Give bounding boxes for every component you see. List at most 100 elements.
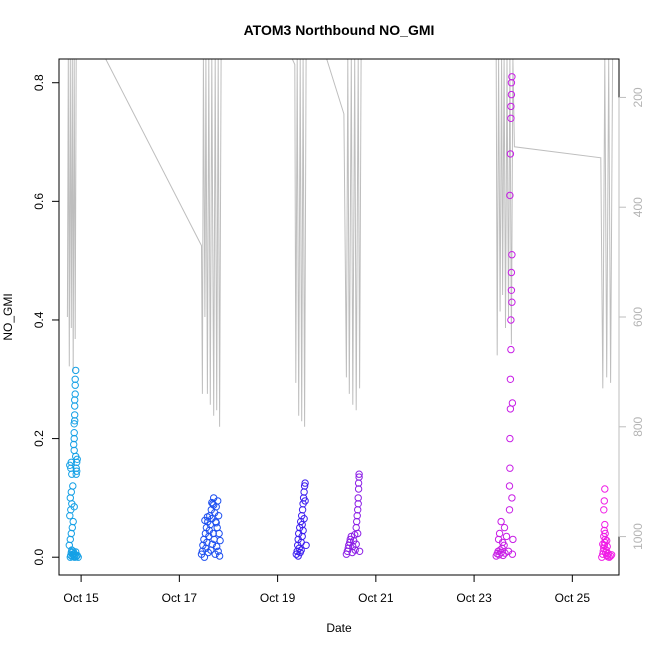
data-point — [601, 485, 609, 493]
data-point — [508, 251, 516, 259]
data-point — [70, 429, 78, 437]
data-point — [509, 535, 517, 544]
data-point — [506, 434, 514, 443]
data-point — [506, 375, 515, 383]
data-point — [354, 500, 362, 508]
data-point — [66, 535, 75, 544]
data-point — [69, 482, 77, 490]
data-point — [347, 532, 355, 541]
data-point — [601, 529, 609, 538]
data-point — [203, 513, 212, 521]
data-point — [506, 150, 515, 158]
data-point — [300, 482, 309, 490]
secondary-y-axis: 200 400 600 800 1000 — [618, 87, 645, 550]
data-point — [70, 420, 78, 428]
data-point — [600, 506, 608, 514]
secondary-series-line — [66, 59, 614, 427]
y-tick-label: 0.2 — [32, 430, 46, 447]
data-point — [354, 529, 362, 538]
data-point — [67, 529, 76, 538]
data-point — [72, 366, 80, 375]
y-tick-label: 0.4 — [32, 311, 46, 328]
data-point — [70, 503, 78, 511]
data-point — [204, 548, 213, 557]
data-point — [505, 482, 514, 490]
data-point — [215, 529, 223, 538]
data-point — [68, 523, 77, 532]
y-axis-label: NO_GMI — [1, 293, 15, 340]
data-point — [505, 506, 514, 514]
data-point — [507, 268, 516, 277]
data-point — [354, 494, 362, 502]
data-point — [507, 345, 515, 354]
data-point — [508, 399, 517, 407]
x-tick-label: Oct 17 — [162, 591, 198, 605]
data-point — [346, 535, 354, 544]
data-point — [501, 549, 509, 557]
x-axis: Oct 15 Oct 17 Oct 19 Oct 21 Oct 23 Oct 25 — [63, 574, 590, 605]
data-point — [71, 390, 79, 398]
data-point — [606, 552, 615, 560]
data-point — [213, 542, 221, 551]
data-point — [301, 497, 309, 505]
secondary-y-tick-label: 800 — [631, 416, 645, 436]
data-point — [355, 473, 363, 481]
data-point — [355, 470, 363, 478]
data-point — [508, 298, 516, 306]
data-point — [66, 512, 74, 520]
data-point — [292, 550, 300, 558]
data-point — [604, 549, 612, 558]
data-point — [497, 517, 505, 526]
data-point — [66, 461, 74, 469]
secondary-y-tick-label: 400 — [631, 197, 645, 217]
data-point — [70, 434, 78, 443]
data-point — [294, 552, 302, 560]
data-point — [508, 73, 516, 81]
x-tick-label: Oct 15 — [63, 591, 99, 605]
plot-area-frame — [58, 58, 620, 576]
data-point — [210, 501, 218, 509]
data-point — [214, 547, 222, 555]
data-point — [66, 494, 75, 502]
data-point — [502, 532, 511, 541]
y-tick-label: 0.0 — [32, 549, 46, 566]
secondary-y-tick-label: 1000 — [631, 523, 645, 550]
data-point — [352, 540, 360, 548]
data-point — [74, 553, 82, 561]
data-point — [302, 541, 310, 549]
data-point — [71, 402, 79, 410]
data-point — [355, 547, 364, 555]
data-point — [73, 551, 81, 560]
data-point — [69, 517, 77, 526]
data-point — [603, 536, 611, 545]
data-point — [301, 479, 309, 487]
data-point — [216, 536, 224, 545]
data-point — [208, 498, 216, 507]
data-point — [507, 286, 516, 294]
data-point — [506, 191, 514, 200]
x-tick-label: Oct 21 — [358, 591, 394, 605]
x-tick-label: Oct 23 — [456, 591, 492, 605]
data-point — [214, 512, 223, 520]
data-point — [73, 467, 81, 475]
data-point — [67, 488, 76, 496]
data-point — [500, 523, 509, 532]
data-point — [354, 485, 363, 493]
data-point — [212, 519, 220, 527]
data-point — [499, 551, 507, 560]
data-point — [215, 552, 224, 560]
secondary-y-tick-label: 200 — [631, 87, 645, 107]
data-point — [605, 553, 613, 561]
data-point — [495, 529, 504, 538]
data-point — [71, 375, 79, 383]
data-point — [352, 523, 360, 532]
data-point — [200, 553, 209, 561]
data-point — [600, 497, 608, 505]
data-points-group — [65, 73, 616, 561]
data-point — [506, 464, 514, 472]
x-axis-label: Date — [326, 621, 352, 635]
data-point — [298, 520, 306, 529]
data-point — [507, 114, 515, 123]
data-point — [507, 316, 515, 324]
